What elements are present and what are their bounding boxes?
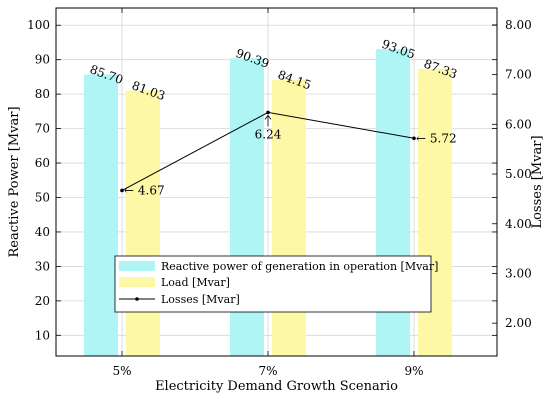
losses-point <box>120 188 124 193</box>
losses-arrow-head <box>264 114 272 120</box>
bar-generation <box>84 74 118 356</box>
y2-tick-label: 4.00 <box>505 217 532 231</box>
legend: Reactive power of generation in operatio… <box>114 255 438 313</box>
losses-label: ← 5.72 <box>416 131 457 145</box>
y-tick-label: 30 <box>35 259 50 273</box>
losses-label: 6.24 <box>255 127 282 141</box>
axes-layer: 10 20 30 40 50 60 70 80 90 100 2.00 3.00 4.00 5.00 6.0… <box>7 7 545 394</box>
y-tick-label: 10 <box>35 328 50 342</box>
y-tick-label: 70 <box>35 122 50 136</box>
legend-label-load: Load [Mvar] <box>161 276 230 289</box>
y-tick-label: 50 <box>35 191 50 205</box>
bar-load <box>418 68 452 356</box>
y2-axis-title: Losses [Mvar] <box>530 135 545 228</box>
x-tick-label: 7% <box>258 364 277 378</box>
y-tick-label: 60 <box>35 156 50 170</box>
y2-tick-label: 7.00 <box>505 68 532 82</box>
y-tick-label: 90 <box>35 53 50 67</box>
y2-tick-label: 5.00 <box>505 167 532 181</box>
y2-tick-label: 8.00 <box>505 18 532 32</box>
bar-load <box>272 79 306 357</box>
y-tick-label: 20 <box>35 294 50 308</box>
x-tick-label: 5% <box>112 364 131 378</box>
y-tick-label: 80 <box>35 87 50 101</box>
y2-tick-label: 2.00 <box>505 316 532 330</box>
legend-label-generation: Reactive power of generation in operatio… <box>161 260 438 273</box>
losses-point <box>412 136 416 141</box>
legend-marker-losses <box>135 297 139 301</box>
legend-swatch-load <box>119 277 155 287</box>
legend-label-losses: Losses [Mvar] <box>161 293 240 306</box>
y2-tick-label: 6.00 <box>505 117 532 131</box>
plot-frame <box>55 7 498 357</box>
x-axis-title: Electricity Demand Growth Scenario <box>155 379 398 394</box>
losses-point <box>266 110 270 115</box>
line-layer <box>120 110 416 193</box>
y-tick-label: 100 <box>27 18 50 32</box>
x-tick-label: 9% <box>404 364 423 378</box>
losses-label: ← 4.67 <box>124 183 165 197</box>
y2-tick-label: 3.00 <box>505 266 532 280</box>
y-axis-title: Reactive Power [Mvar] <box>7 106 22 257</box>
legend-box <box>114 255 432 313</box>
y-tick-label: 40 <box>35 225 50 239</box>
legend-swatch-generation <box>119 261 155 271</box>
bar-load <box>126 90 160 356</box>
